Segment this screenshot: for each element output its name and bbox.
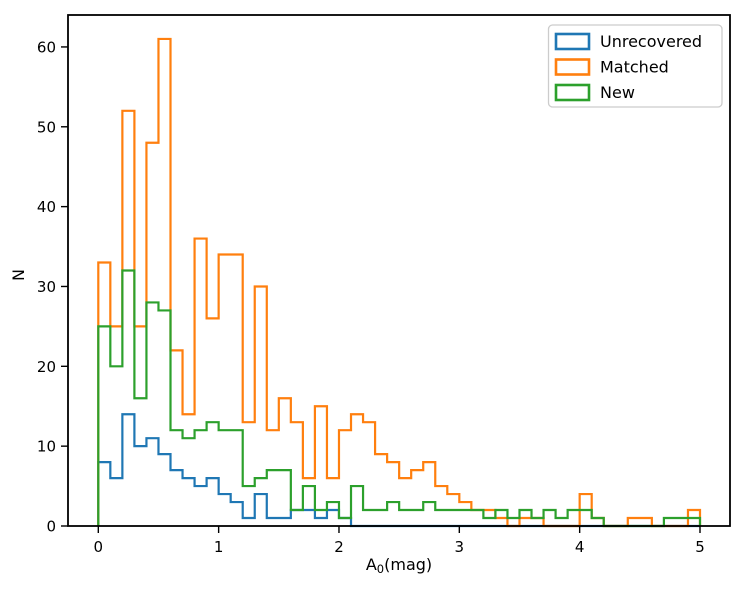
- legend-label-unrecovered: Unrecovered: [600, 32, 702, 51]
- y-tick-label-50: 50: [37, 118, 56, 136]
- y-tick-label-60: 60: [37, 38, 56, 56]
- legend-label-new: New: [600, 83, 635, 102]
- legend-label-matched: Matched: [600, 58, 669, 77]
- y-tick-label-30: 30: [37, 278, 56, 296]
- x-tick-label-5: 5: [695, 538, 705, 556]
- x-tick-label-0: 0: [94, 538, 104, 556]
- y-axis-label: N: [9, 269, 28, 281]
- x-tick-label-3: 3: [455, 538, 465, 556]
- y-tick-label-10: 10: [37, 438, 56, 456]
- x-tick-label-2: 2: [334, 538, 344, 556]
- x-tick-label-1: 1: [214, 538, 224, 556]
- y-tick-label-20: 20: [37, 358, 56, 376]
- legend: Unrecovered Matched New: [547, 24, 723, 108]
- x-tick-label-4: 4: [575, 538, 585, 556]
- legend-box: [547, 24, 723, 108]
- histogram-series-new: [97, 269, 702, 528]
- legend-swatch-new: [554, 83, 591, 102]
- x-axis-label-main: A: [366, 555, 377, 574]
- x-axis-label: A0(mag): [366, 555, 432, 576]
- x-axis-label-subscript: 0: [377, 562, 384, 576]
- legend-swatch-matched: [554, 58, 591, 76]
- y-tick-label-40: 40: [37, 198, 56, 216]
- y-tick-label-0: 0: [46, 518, 56, 536]
- axes-frame: [67, 14, 731, 527]
- legend-swatch-unrecovered: [554, 32, 591, 51]
- histogram-series-matched: [97, 37, 702, 528]
- x-axis-label-unit: (mag): [384, 555, 432, 574]
